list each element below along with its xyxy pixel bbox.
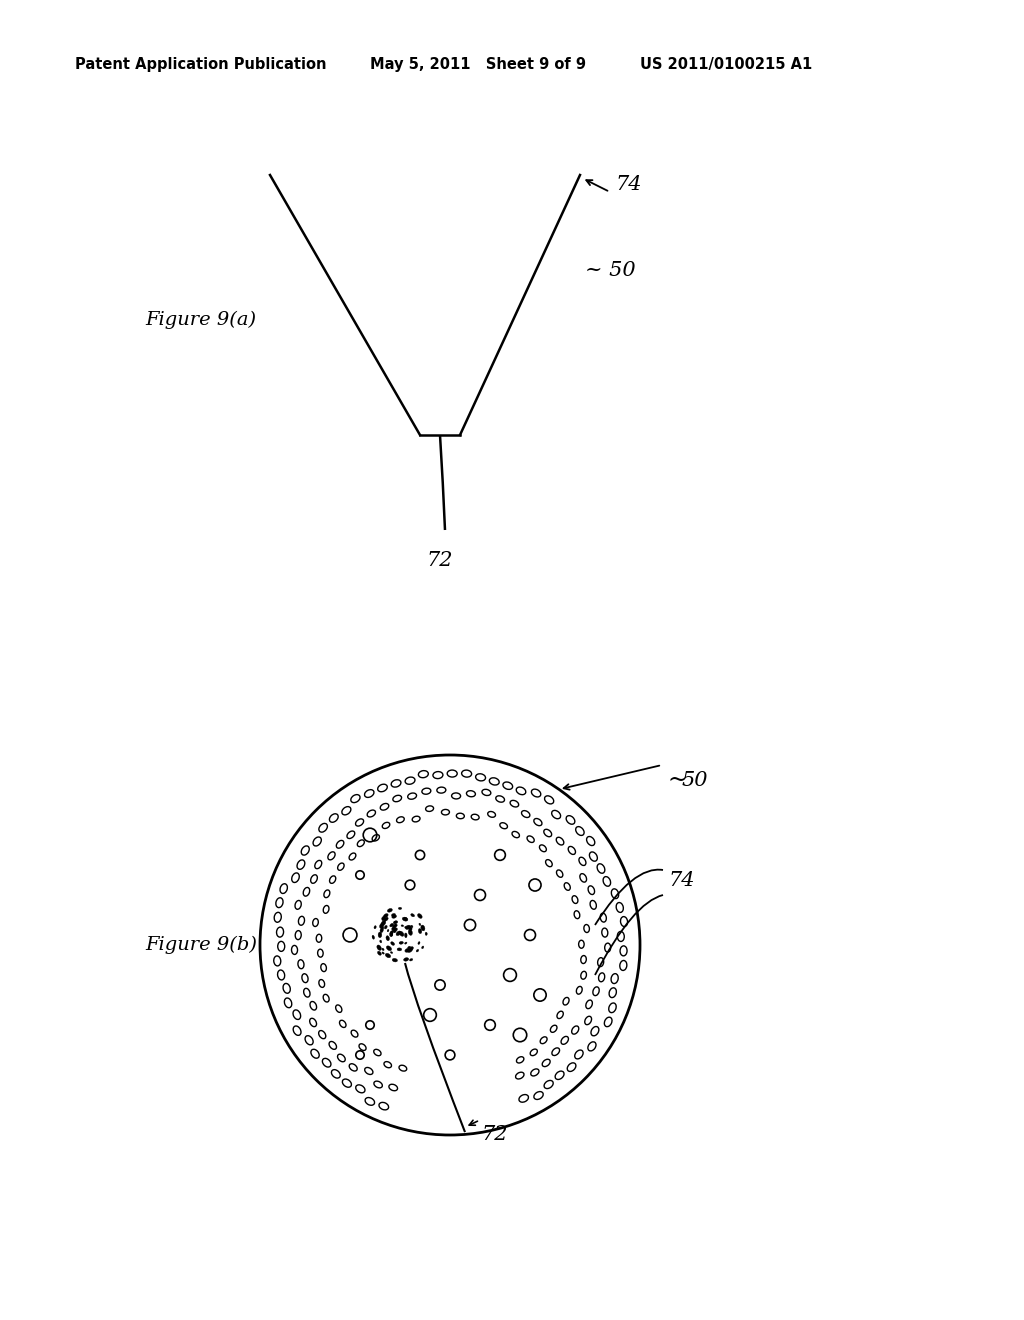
Ellipse shape: [404, 948, 410, 952]
Text: US 2011/0100215 A1: US 2011/0100215 A1: [640, 58, 812, 73]
Ellipse shape: [396, 931, 401, 936]
Ellipse shape: [407, 925, 410, 929]
Ellipse shape: [373, 936, 375, 939]
Text: ~: ~: [667, 768, 687, 792]
Ellipse shape: [404, 942, 407, 944]
Ellipse shape: [422, 946, 424, 949]
Ellipse shape: [408, 948, 413, 953]
Ellipse shape: [391, 913, 395, 916]
Ellipse shape: [380, 940, 382, 942]
Ellipse shape: [394, 931, 396, 933]
Ellipse shape: [418, 913, 422, 919]
Text: Figure 9(a): Figure 9(a): [145, 312, 256, 329]
Ellipse shape: [381, 920, 386, 925]
Ellipse shape: [401, 925, 403, 927]
Ellipse shape: [392, 958, 397, 962]
Ellipse shape: [392, 924, 397, 928]
Text: 72: 72: [481, 1126, 508, 1144]
Ellipse shape: [378, 952, 381, 956]
Ellipse shape: [374, 925, 376, 929]
Ellipse shape: [408, 946, 411, 949]
Ellipse shape: [416, 949, 419, 952]
Ellipse shape: [425, 932, 427, 936]
Ellipse shape: [419, 923, 421, 925]
Ellipse shape: [418, 941, 420, 944]
Ellipse shape: [384, 917, 388, 921]
Ellipse shape: [410, 958, 413, 961]
Text: 74: 74: [615, 176, 641, 194]
Ellipse shape: [392, 927, 395, 931]
Ellipse shape: [382, 952, 384, 954]
Ellipse shape: [391, 931, 393, 933]
Ellipse shape: [399, 932, 403, 936]
Ellipse shape: [403, 917, 408, 920]
Ellipse shape: [378, 932, 382, 937]
Ellipse shape: [403, 958, 409, 961]
Ellipse shape: [390, 924, 393, 927]
Ellipse shape: [384, 925, 387, 929]
Ellipse shape: [411, 913, 415, 917]
Ellipse shape: [393, 921, 397, 924]
Ellipse shape: [410, 946, 414, 950]
Ellipse shape: [390, 952, 392, 953]
Ellipse shape: [383, 913, 388, 917]
Text: Patent Application Publication: Patent Application Publication: [75, 58, 327, 73]
Ellipse shape: [387, 908, 392, 912]
Ellipse shape: [386, 946, 391, 950]
Text: 72: 72: [427, 550, 454, 569]
Ellipse shape: [385, 953, 390, 958]
Ellipse shape: [372, 936, 374, 939]
Ellipse shape: [392, 915, 396, 919]
Text: 74: 74: [668, 870, 694, 890]
Text: Figure 9(b): Figure 9(b): [145, 936, 257, 954]
Ellipse shape: [408, 925, 412, 931]
Ellipse shape: [397, 948, 401, 950]
Ellipse shape: [398, 907, 401, 909]
Ellipse shape: [382, 948, 384, 950]
Ellipse shape: [382, 917, 385, 920]
Ellipse shape: [394, 921, 396, 923]
Ellipse shape: [391, 941, 394, 945]
Text: ~ 50: ~ 50: [585, 260, 636, 280]
Ellipse shape: [377, 945, 381, 950]
Ellipse shape: [419, 928, 422, 933]
Ellipse shape: [421, 925, 425, 931]
Ellipse shape: [382, 927, 384, 929]
Ellipse shape: [387, 929, 389, 932]
Ellipse shape: [404, 933, 407, 937]
Ellipse shape: [389, 932, 393, 937]
Ellipse shape: [402, 917, 408, 921]
Ellipse shape: [404, 935, 407, 937]
Ellipse shape: [393, 928, 397, 932]
Text: 50: 50: [682, 771, 709, 789]
Ellipse shape: [380, 923, 384, 928]
Ellipse shape: [391, 933, 392, 936]
Ellipse shape: [382, 916, 385, 920]
Ellipse shape: [404, 927, 409, 929]
Text: May 5, 2011   Sheet 9 of 9: May 5, 2011 Sheet 9 of 9: [370, 58, 586, 73]
Ellipse shape: [411, 925, 413, 928]
Ellipse shape: [409, 929, 413, 936]
Ellipse shape: [386, 936, 389, 941]
Ellipse shape: [380, 928, 383, 933]
Ellipse shape: [390, 931, 393, 936]
Ellipse shape: [399, 941, 403, 944]
